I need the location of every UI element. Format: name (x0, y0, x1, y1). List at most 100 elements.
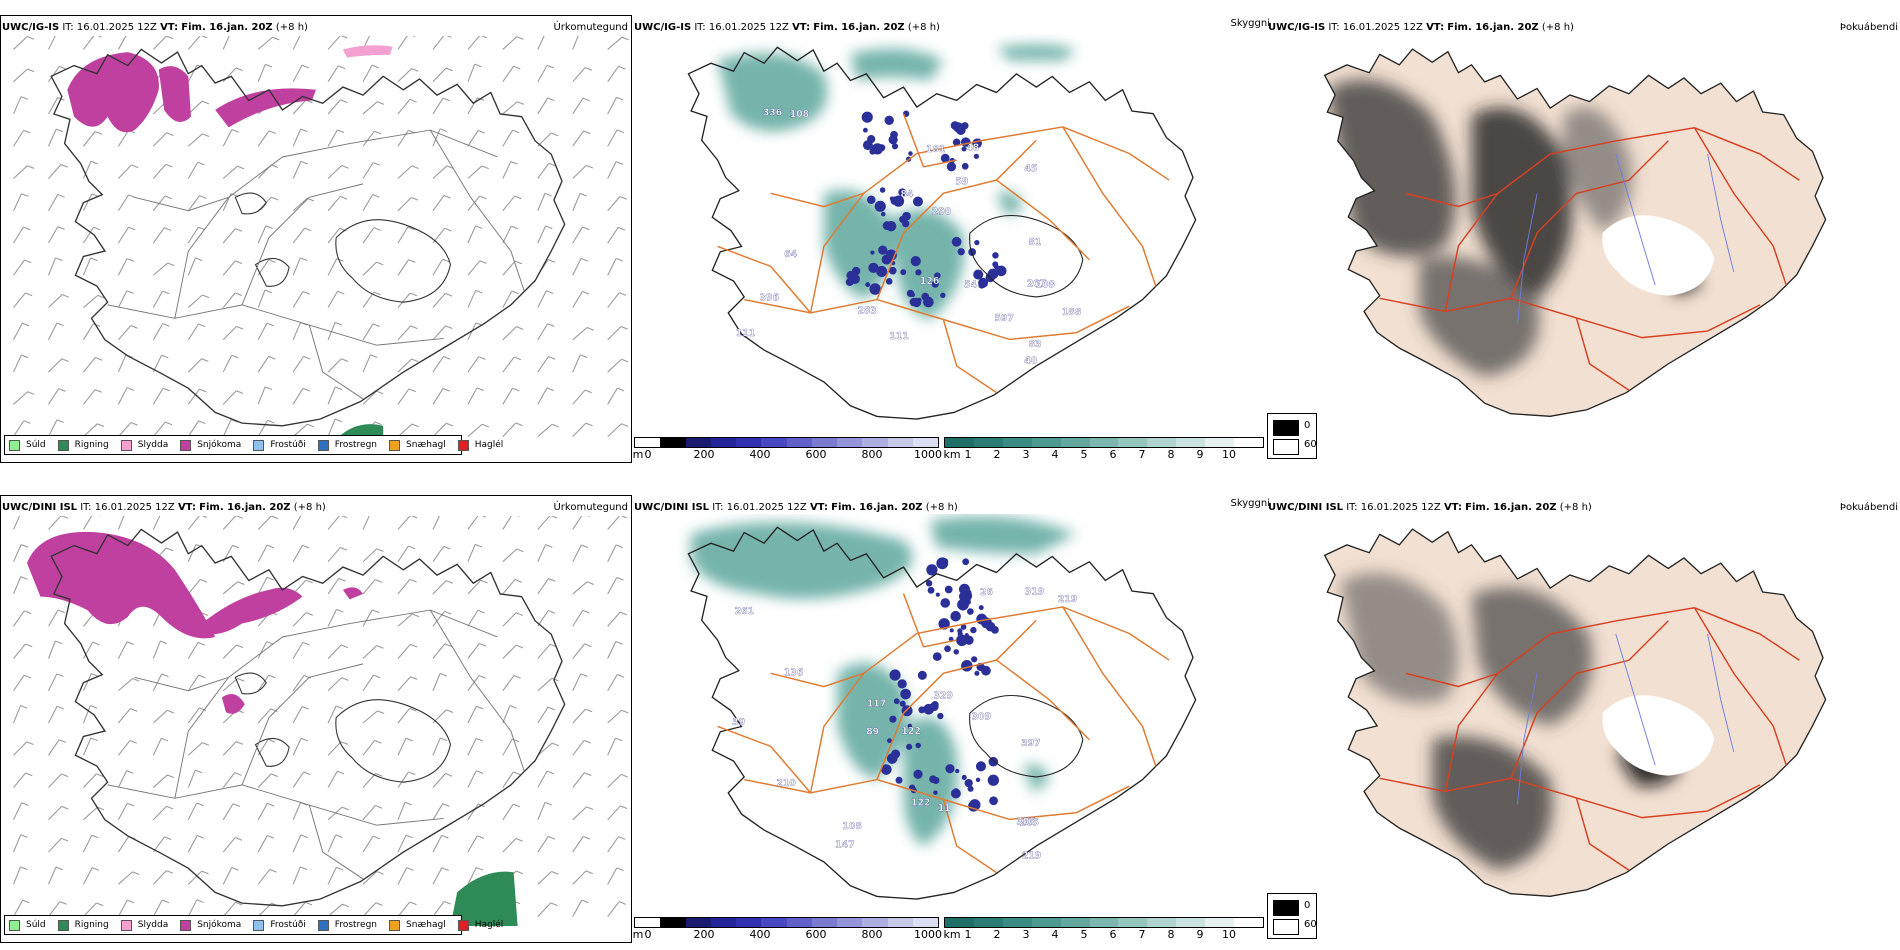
visibility-value: 122 (911, 797, 930, 808)
panel-title-fog: Þokuábendi (1810, 22, 1898, 33)
run-info: UWC/IG-IS IT: 16.01.2025 12Z VT: Fim. 16… (2, 22, 308, 33)
legend-label: Snæhagl (406, 920, 446, 930)
visibility-value: 309 (972, 711, 991, 722)
visibility-tick: 10 (1222, 928, 1236, 941)
vt-label: VT: (160, 22, 179, 33)
legend-item: Rigning (57, 919, 109, 931)
high-terrain-areas (845, 110, 1007, 308)
coastline (687, 46, 1197, 420)
vt-value: Fim. 16.jan. 20Z (813, 22, 905, 33)
legend-swatch (389, 439, 401, 451)
legend-item: Súld (9, 919, 46, 931)
fog-swatch-low (1273, 439, 1299, 455)
legend-item: Snjókoma (180, 439, 242, 451)
visibility-value: 64 (784, 249, 797, 260)
visibility-tick: 4 (1051, 448, 1059, 461)
vt-label: VT: (792, 22, 811, 33)
vt-value: Fim. 16.jan. 20Z (199, 502, 291, 513)
fog-swatch-high (1273, 420, 1299, 436)
visibility-tick: 8 (1167, 928, 1175, 941)
legend-swatch (180, 919, 192, 931)
visibility-tick: 7 (1138, 928, 1146, 941)
snow-area (26, 531, 216, 639)
visibility-value: 397 (1021, 738, 1040, 749)
visibility-tick: 3 (1022, 928, 1030, 941)
forecast-offset: (+8 h) (275, 22, 308, 33)
legend-item: Frostúði (253, 919, 306, 931)
legend-label: Snæhagl (406, 440, 446, 450)
legend-swatch (57, 919, 69, 931)
height-tick: 1000 (914, 928, 942, 941)
visibility-value: 219 (1058, 594, 1077, 605)
glacier-outline (254, 737, 290, 767)
glacier-outline (234, 672, 267, 695)
legend-label: Snjókoma (197, 920, 242, 930)
run-info: UWC/DINI ISL IT: 16.01.2025 12Z VT: Fim.… (634, 502, 958, 513)
roads (1379, 607, 1800, 871)
visibility-value: 45 (1024, 163, 1037, 174)
legend-label: Haglél (474, 440, 504, 450)
vt-value: Fim. 16.jan. 20Z (831, 502, 923, 513)
legend-label: Haglél (474, 920, 504, 930)
rivers (1516, 153, 1735, 325)
visibility-value: 207 (1027, 279, 1046, 290)
height-tick: 200 (693, 928, 715, 941)
vt-value: Fim. 16.jan. 20Z (1465, 502, 1557, 513)
it-value: 16.01.2025 12Z (1360, 502, 1441, 513)
roads (107, 609, 525, 880)
visibility-value: 396 (760, 293, 779, 304)
height-tick: 1000 (914, 448, 942, 461)
snow-area (201, 587, 303, 635)
visibility-tick: 6 (1109, 448, 1117, 461)
legend-swatch (457, 439, 469, 451)
model-name: UWC/IG-IS (634, 22, 692, 33)
visibility-tick: 7 (1138, 448, 1146, 461)
fog-tick: 60 (1304, 439, 1317, 450)
roads (717, 113, 1170, 394)
low-visibility-areas (717, 44, 1077, 320)
vt-label: VT: (1426, 22, 1445, 33)
visibility-colorbar (944, 917, 1264, 928)
visibility-tick: 9 (1196, 928, 1204, 941)
snow-area (221, 694, 245, 714)
visibility-value: 205 (1020, 818, 1039, 829)
it-value: 16.01.2025 12Z (1342, 22, 1423, 33)
it-label: IT: (1346, 502, 1358, 513)
legend-item: Frostregn (317, 439, 377, 451)
legend-item: Snæhagl (389, 439, 446, 451)
legend-swatch (9, 919, 20, 931)
legend-item: Haglél (457, 919, 504, 931)
coastline (1323, 48, 1827, 417)
visibility-value: 111 (736, 328, 755, 339)
forecast-offset: (+8 h) (293, 502, 326, 513)
visibility-value: 48 (966, 142, 979, 153)
coastline (1323, 528, 1827, 897)
legend-item: Súld (9, 439, 46, 451)
visibility-tick: 3 (1022, 448, 1030, 461)
height-tick: 800 (861, 448, 883, 461)
vt-label: VT: (1443, 502, 1462, 513)
panel-title-precip-type: Úrkomutegund (520, 22, 628, 33)
legend-swatch (253, 919, 265, 931)
visibility-unit: km (943, 448, 961, 461)
visibility-value: 40 (1024, 355, 1037, 366)
wind-barbs (13, 516, 629, 917)
panel-title-text: Úrkomutegund (553, 502, 628, 513)
panel-title-fog: Þokuábendi (1810, 502, 1898, 513)
height-unit: m (632, 928, 644, 941)
roads (107, 129, 525, 400)
low-visibility-areas (691, 516, 1077, 846)
fog-swatch-high (1273, 900, 1299, 916)
visibility-value: 108 (1035, 280, 1054, 291)
visibility-tick: 1 (964, 448, 972, 461)
legend-label: Snjókoma (197, 440, 242, 450)
height-tick: 400 (749, 928, 771, 941)
glacier-outline (335, 219, 451, 303)
glacier-white (1602, 215, 1715, 296)
visibility-value: 597 (994, 313, 1013, 324)
legend-swatch (317, 919, 329, 931)
glacier-outline (254, 257, 290, 287)
model-name: UWC/DINI ISL (634, 502, 710, 513)
visibility-value: 59 (955, 177, 968, 188)
visibility-value: 329 (933, 690, 952, 701)
